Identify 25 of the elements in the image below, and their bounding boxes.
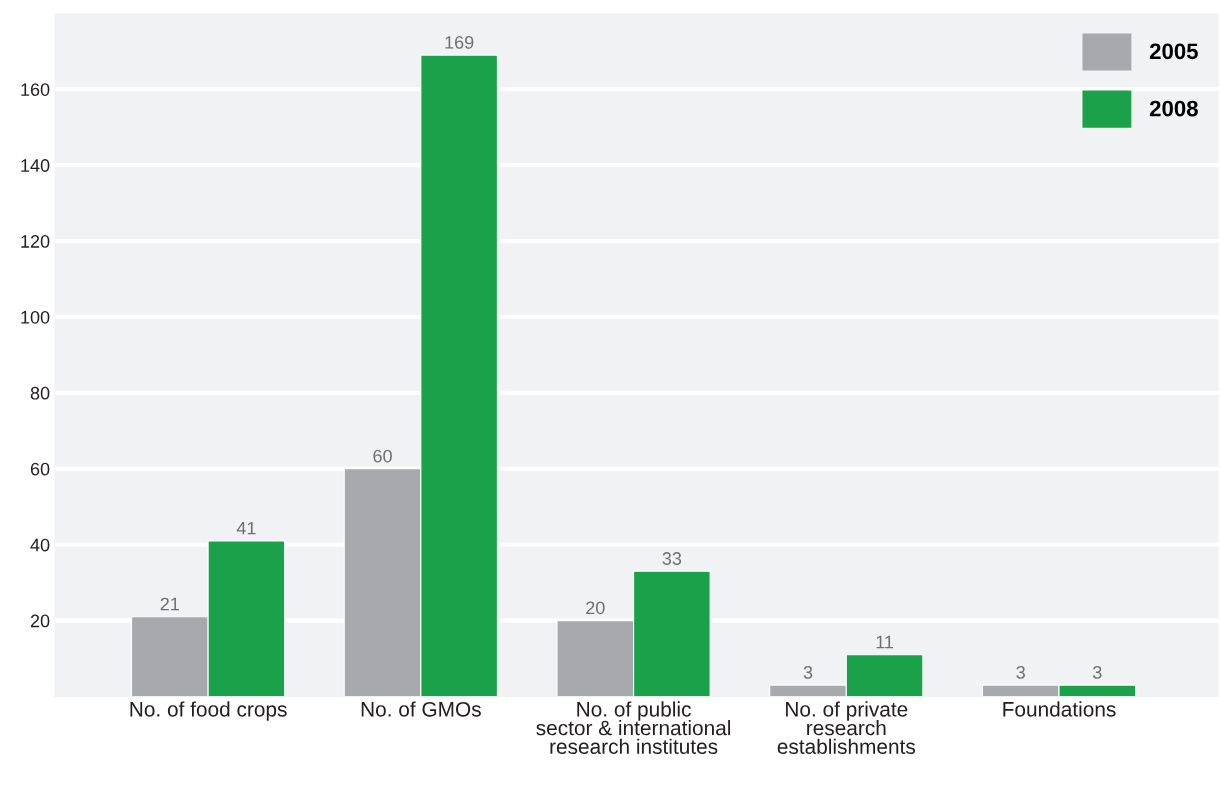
y-tick-label: 20	[30, 614, 50, 628]
y-tick-label: 160	[21, 83, 50, 96]
data-label: 3	[1016, 665, 1025, 679]
y-tick-label: 140	[21, 159, 50, 172]
x-tick-label: Foundations	[1003, 701, 1116, 717]
data-label: 11	[876, 635, 894, 649]
x-tick-label: No. of private research establishments	[777, 701, 916, 754]
data-label: 3	[803, 665, 813, 679]
x-tick-label: No. of food crops	[130, 701, 287, 721]
data-label: 169	[445, 35, 474, 49]
y-tick-label: 40	[30, 538, 50, 552]
data-label: 21	[160, 597, 179, 611]
y-tick-label: 80	[30, 386, 50, 400]
y-tick-label: 120	[21, 235, 50, 248]
data-label: 3	[1092, 665, 1102, 679]
y-tick-label: 60	[30, 462, 50, 476]
data-label: 20	[586, 601, 605, 615]
x-tick-label: No. of public sector & international research institutes	[536, 701, 731, 754]
data-label: 41	[236, 521, 256, 535]
y-tick-label: 100	[21, 310, 50, 324]
legend-label: 2008	[1149, 100, 1198, 117]
data-label: 60	[373, 449, 392, 463]
legend-label: 2005	[1149, 43, 1198, 60]
data-label: 33	[662, 552, 682, 565]
x-tick-label: No. of GMOs	[361, 701, 481, 717]
